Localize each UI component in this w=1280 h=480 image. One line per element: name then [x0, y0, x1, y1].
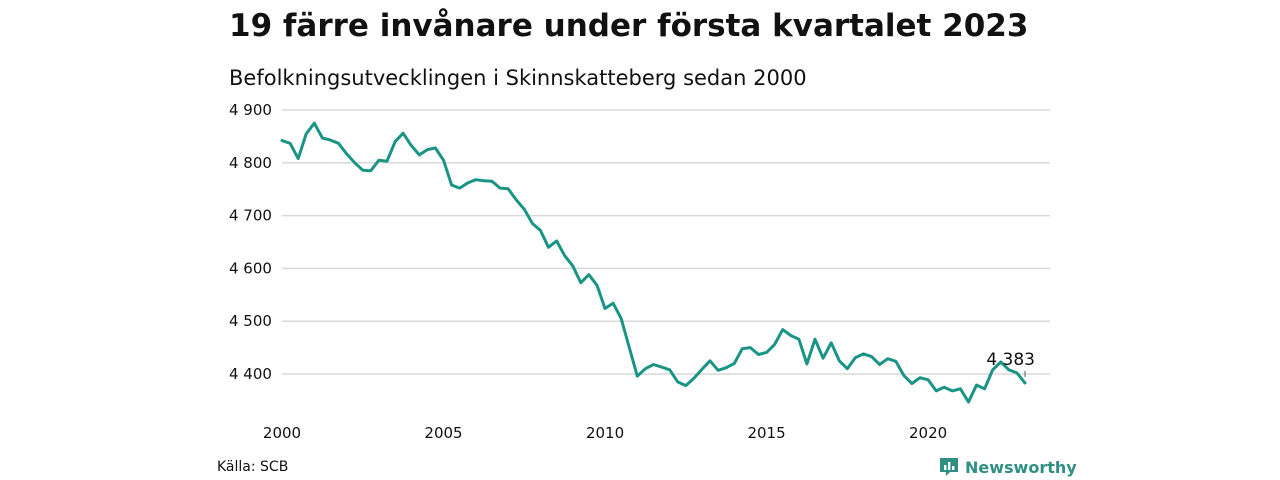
gridlines — [282, 109, 1050, 375]
bar-chart-badge-icon — [940, 458, 958, 476]
y-tick-label: 4 500 — [229, 312, 272, 330]
x-tick-label: 2015 — [747, 424, 785, 442]
y-tick-label: 4 400 — [229, 365, 272, 383]
y-axis-ticks: 4 400 4 500 4 600 4 700 4 800 4 900 — [229, 101, 272, 383]
chart-title: 19 färre invånare under första kvartalet… — [229, 8, 1029, 44]
source-note: Källa: SCB — [217, 459, 289, 475]
brand-name: Newsworthy — [965, 457, 1077, 477]
y-tick-label: 4 900 — [229, 101, 272, 119]
x-tick-label: 2005 — [424, 424, 462, 442]
x-tick-label: 2010 — [586, 424, 624, 442]
series-line — [280, 121, 1027, 404]
last-value-label: 4 383 — [986, 350, 1035, 370]
annotations: 4 383 — [986, 350, 1035, 377]
y-tick-label: 4 600 — [229, 259, 272, 277]
series-group — [280, 121, 1027, 404]
y-tick-label: 4 700 — [229, 207, 272, 225]
x-tick-label: 2020 — [909, 424, 947, 442]
x-tick-label: 2000 — [263, 424, 301, 442]
brand[interactable]: Newsworthy — [938, 456, 1077, 478]
x-axis-ticks: 2000 2005 2010 2015 2020 — [263, 424, 947, 442]
chart-subtitle: Befolkningsutvecklingen i Skinnskatteber… — [229, 66, 807, 90]
y-tick-label: 4 800 — [229, 154, 272, 172]
